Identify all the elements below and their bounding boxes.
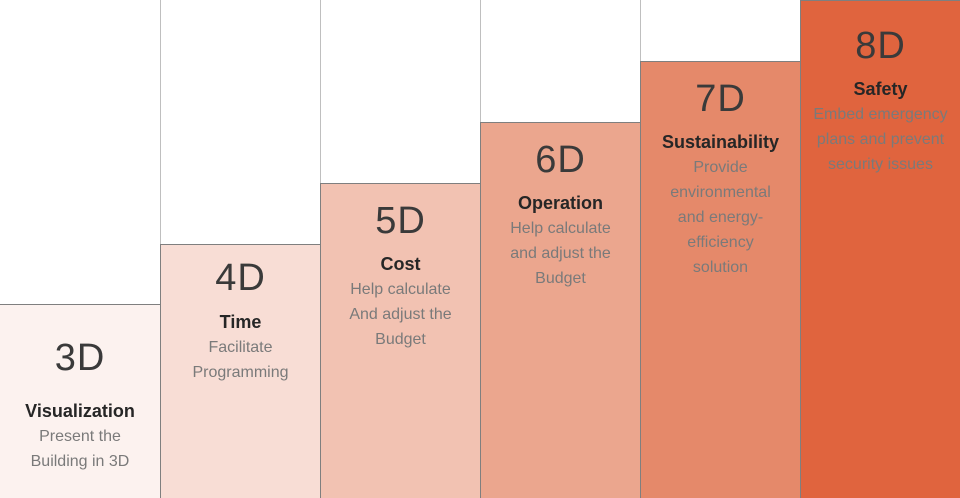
column-divider bbox=[640, 0, 641, 61]
step-3d-code: 3D bbox=[54, 337, 106, 379]
step-8d-description: Embed emergency plans and prevent securi… bbox=[813, 106, 948, 173]
step-7d-name: Sustainability bbox=[661, 132, 780, 152]
step-4d-code: 4D bbox=[215, 257, 266, 299]
step-5d: 5D Cost Help calculate And adjust the Bu… bbox=[320, 183, 480, 498]
step-7d: 7D Sustainability Provide environmental … bbox=[640, 61, 800, 498]
column-divider bbox=[480, 0, 481, 122]
step-7d-code: 7D bbox=[695, 78, 746, 120]
step-3d: 3D Visualization Present the Building in… bbox=[0, 304, 160, 498]
step-6d-description: Help calculate and adjust the Budget bbox=[510, 220, 611, 287]
step-5d-name: Cost bbox=[380, 254, 421, 274]
step-6d-code: 6D bbox=[535, 139, 586, 181]
column-divider bbox=[320, 0, 321, 183]
step-8d-code: 8D bbox=[855, 25, 906, 67]
step-6d: 6D Operation Help calculate and adjust t… bbox=[480, 122, 640, 498]
step-7d-description: Provide environmental and energy-efficie… bbox=[670, 159, 771, 276]
step-3d-description: Present the Building in 3D bbox=[30, 428, 130, 470]
step-5d-description: Help calculate And adjust the Budget bbox=[349, 281, 452, 348]
step-3d-name: Visualization bbox=[25, 401, 135, 421]
step-6d-name: Operation bbox=[517, 193, 603, 213]
step-8d-name: Safety bbox=[853, 79, 908, 99]
step-4d-name: Time bbox=[219, 312, 262, 332]
step-8d: 8D Safety Embed emergency plans and prev… bbox=[800, 0, 960, 498]
step-5d-code: 5D bbox=[375, 200, 426, 242]
step-4d: 4D Time Facilitate Programming bbox=[160, 244, 320, 498]
column-divider bbox=[160, 0, 161, 244]
step-4d-description: Facilitate Programming bbox=[192, 339, 289, 381]
